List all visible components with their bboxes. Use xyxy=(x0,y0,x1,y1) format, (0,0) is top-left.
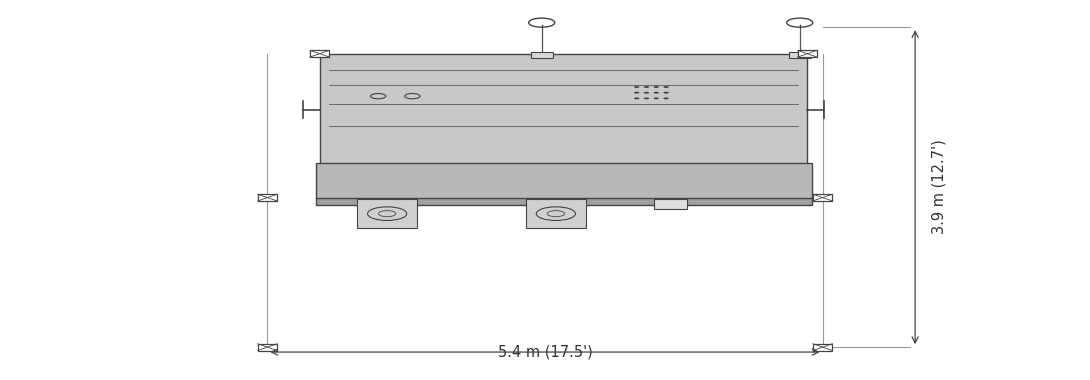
Bar xyxy=(257,194,277,201)
Bar xyxy=(310,50,329,57)
Bar xyxy=(531,52,553,58)
Bar xyxy=(813,194,833,201)
Circle shape xyxy=(644,92,650,93)
Circle shape xyxy=(664,92,669,93)
Bar xyxy=(798,50,818,57)
Circle shape xyxy=(634,97,640,99)
Bar xyxy=(813,344,833,350)
Bar xyxy=(526,200,585,228)
Circle shape xyxy=(654,92,659,93)
Circle shape xyxy=(664,86,669,88)
Bar xyxy=(257,344,277,350)
Bar xyxy=(316,198,812,205)
Circle shape xyxy=(634,86,640,88)
Bar xyxy=(316,163,812,200)
Text: 3.9 m (12.7'): 3.9 m (12.7') xyxy=(932,139,946,234)
Circle shape xyxy=(644,97,650,99)
Circle shape xyxy=(644,86,650,88)
Circle shape xyxy=(634,92,640,93)
Text: 5.4 m (17.5'): 5.4 m (17.5') xyxy=(498,345,592,359)
Bar xyxy=(789,52,811,58)
Bar xyxy=(319,54,808,165)
Bar xyxy=(358,200,417,228)
Circle shape xyxy=(654,97,659,99)
Circle shape xyxy=(664,97,669,99)
Bar xyxy=(654,200,687,209)
Circle shape xyxy=(654,86,659,88)
